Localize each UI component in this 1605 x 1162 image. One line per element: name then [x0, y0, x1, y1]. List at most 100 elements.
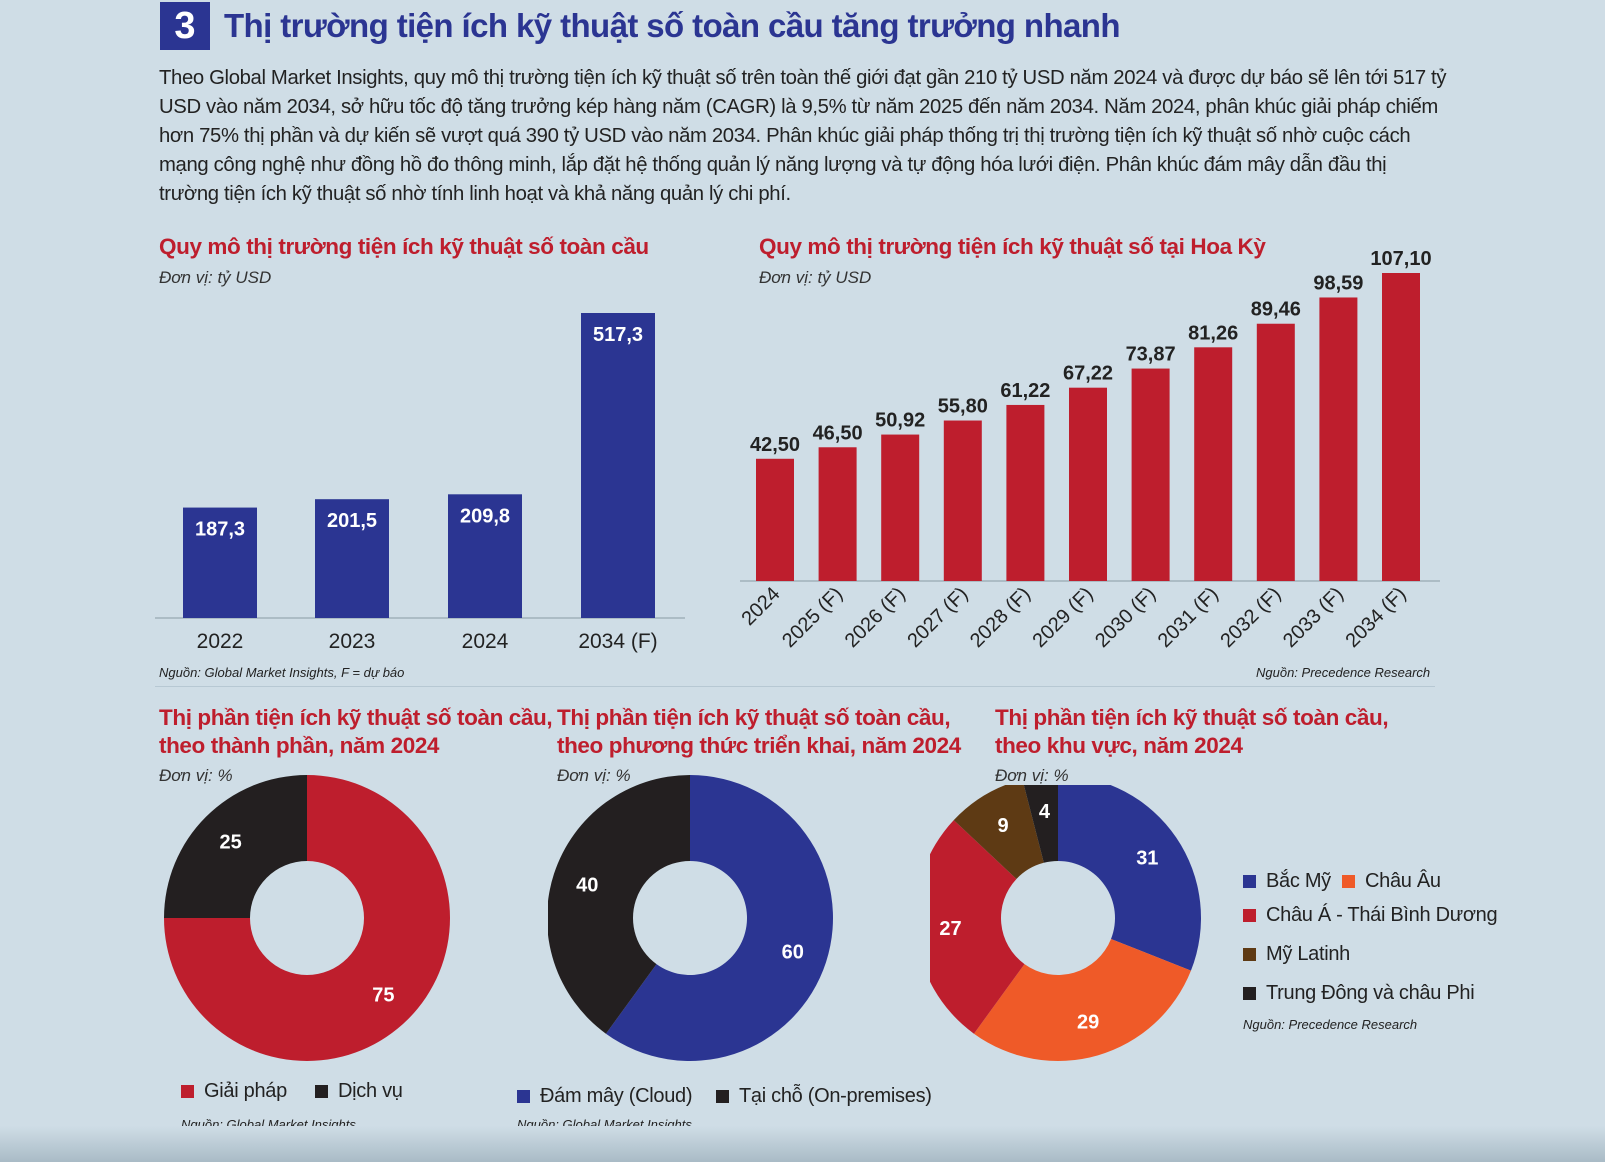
data-label: 61,22 [1000, 380, 1050, 402]
x-tick-label: 2029 (F) [1029, 583, 1098, 652]
x-tick-label: 2031 (F) [1154, 583, 1223, 652]
slice-label: 25 [220, 832, 242, 854]
region-pie-title-line2: theo khu vực, năm 2024 [995, 733, 1243, 758]
region-pie-unit: Đơn vị: % [995, 766, 1069, 785]
pie-slice [605, 775, 833, 1061]
legend-item-solutions: Giải pháp [181, 1080, 287, 1103]
region-pie-source: Nguồn: Precedence Research [1243, 1017, 1418, 1032]
bar [1069, 387, 1107, 581]
pie-slice [1058, 785, 1201, 971]
x-tick-label: 2034 (F) [1342, 583, 1411, 652]
slice-label: 60 [782, 941, 804, 963]
legend-swatch [716, 1090, 729, 1103]
global-bar-chart-title: Quy mô thị trường tiện ích kỹ thuật số t… [159, 234, 649, 259]
slice-label: 27 [939, 918, 961, 940]
us-bar-chart-unit: Đơn vị: tỷ USD [759, 268, 872, 287]
legend-item-latin-america: Mỹ Latinh [1243, 943, 1350, 966]
legend-label: Bắc Mỹ [1266, 870, 1331, 892]
x-tick-label: 2026 (F) [841, 583, 910, 652]
legend-item-on-premises: Tại chỗ (On-premises) [716, 1085, 932, 1108]
legend-swatch [1243, 987, 1256, 1000]
data-label: 55,80 [938, 396, 988, 418]
data-label: 42,50 [750, 434, 800, 456]
us-bar-chart: 42,50 2024 46,50 2025 (F) 50,92 2026 (F) 55,80… [740, 248, 1440, 652]
page-title: Thị trường tiện ích kỹ thuật số toàn cầu… [224, 7, 1121, 44]
legend-label: Giải pháp [204, 1080, 287, 1102]
us-bar-chart-source: Nguồn: Precedence Research [1256, 665, 1431, 680]
bar [756, 458, 794, 581]
slice-label: 29 [1077, 1012, 1099, 1034]
pie-slice [548, 775, 690, 1034]
component-pie-title-line2: theo thành phần, năm 2024 [159, 733, 440, 758]
deployment-pie-title-line2: theo phương thức triển khai, năm 2024 [557, 733, 961, 758]
legend-item-middle-east-africa: Trung Đông và châu Phi [1243, 982, 1475, 1005]
bar [818, 447, 857, 581]
bar [1382, 273, 1420, 581]
bar [1194, 347, 1233, 581]
data-label: 67,22 [1063, 363, 1113, 385]
component-pie-title-line1: Thị phần tiện ích kỹ thuật số toàn cầu, [159, 705, 553, 730]
pie-slice [1023, 785, 1058, 863]
data-label: 81,26 [1188, 322, 1238, 344]
pie-slice [164, 775, 307, 918]
legend-label: Châu Âu [1365, 870, 1441, 892]
slice-label: 31 [1136, 847, 1158, 869]
legend-label: Đám mây (Cloud) [540, 1085, 693, 1107]
slice-label: 75 [372, 984, 394, 1006]
legend-label: Dịch vụ [338, 1080, 403, 1102]
bar [881, 434, 920, 581]
pie-slice [953, 785, 1044, 879]
data-label: 50,92 [875, 410, 925, 432]
data-label: 46,50 [813, 422, 863, 444]
legend-item-services: Dịch vụ [315, 1080, 403, 1103]
pie-slice [930, 820, 1025, 1034]
x-tick-label: 2022 [197, 630, 244, 653]
legend-swatch [1342, 875, 1355, 888]
slice-label: 40 [576, 875, 598, 897]
bar [581, 313, 655, 618]
region-pie-title: Thị phần tiện ích kỹ thuật số toàn cầu, … [995, 704, 1389, 760]
bar [1319, 297, 1358, 581]
bottom-band [0, 1126, 1605, 1162]
region-pie-title-line1: Thị phần tiện ích kỹ thuật số toàn cầu, [995, 705, 1389, 730]
legend-label: Tại chỗ (On-premises) [739, 1085, 932, 1107]
x-tick-label: 2028 (F) [966, 583, 1035, 652]
slice-label: 9 [997, 815, 1008, 837]
x-tick-label: 2034 (F) [578, 630, 657, 653]
global-bar-chart-source: Nguồn: Global Market Insights, F = dự bá… [159, 665, 405, 680]
section-header: 3 Thị trường tiện ích kỹ thuật số toàn c… [160, 2, 1121, 50]
global-bar-chart: 187,3 2022 201,5 2023 209,8 2024 517,3 2034 (F) [155, 313, 685, 653]
legend-item-europe: Châu Âu [1342, 870, 1441, 893]
legend-swatch [181, 1085, 194, 1098]
data-label: 89,46 [1251, 299, 1301, 321]
bar [1256, 323, 1295, 581]
x-tick-label: 2027 (F) [903, 583, 972, 652]
legend-swatch [1243, 875, 1256, 888]
x-tick-label: 2024 [740, 583, 785, 630]
deployment-pie-unit: Đơn vị: % [557, 766, 631, 785]
x-tick-label: 2033 (F) [1279, 583, 1348, 652]
section-number: 3 [160, 2, 210, 50]
data-label: 201,5 [327, 510, 377, 532]
x-tick-label: 2025 (F) [778, 583, 847, 652]
us-bar-chart-title: Quy mô thị trường tiện ích kỹ thuật số t… [759, 234, 1266, 259]
component-pie-title: Thị phần tiện ích kỹ thuật số toàn cầu, … [159, 704, 553, 760]
bar [1006, 404, 1045, 581]
deployment-pie-title-line1: Thị phần tiện ích kỹ thuật số toàn cầu, [557, 705, 951, 730]
x-tick-label: 2030 (F) [1091, 583, 1160, 652]
legend-swatch [315, 1085, 328, 1098]
legend-label: Trung Đông và châu Phi [1266, 982, 1475, 1004]
legend-label: Châu Á - Thái Bình Dương [1266, 904, 1498, 926]
deployment-donut-chart: 60 40 [548, 775, 833, 1061]
bar [183, 507, 257, 618]
data-label: 187,3 [195, 519, 245, 541]
pie-slice [164, 775, 450, 1061]
component-donut-chart: 75 25 [164, 775, 450, 1061]
data-label: 107,10 [1370, 248, 1431, 270]
deployment-pie-title: Thị phần tiện ích kỹ thuật số toàn cầu, … [557, 704, 961, 760]
legend-swatch [1243, 909, 1256, 922]
region-donut-chart: 31 29 27 9 4 [930, 785, 1201, 1061]
intro-paragraph: Theo Global Market Insights, quy mô thị … [159, 67, 1447, 205]
data-label: 517,3 [593, 324, 643, 346]
bar [448, 494, 522, 618]
